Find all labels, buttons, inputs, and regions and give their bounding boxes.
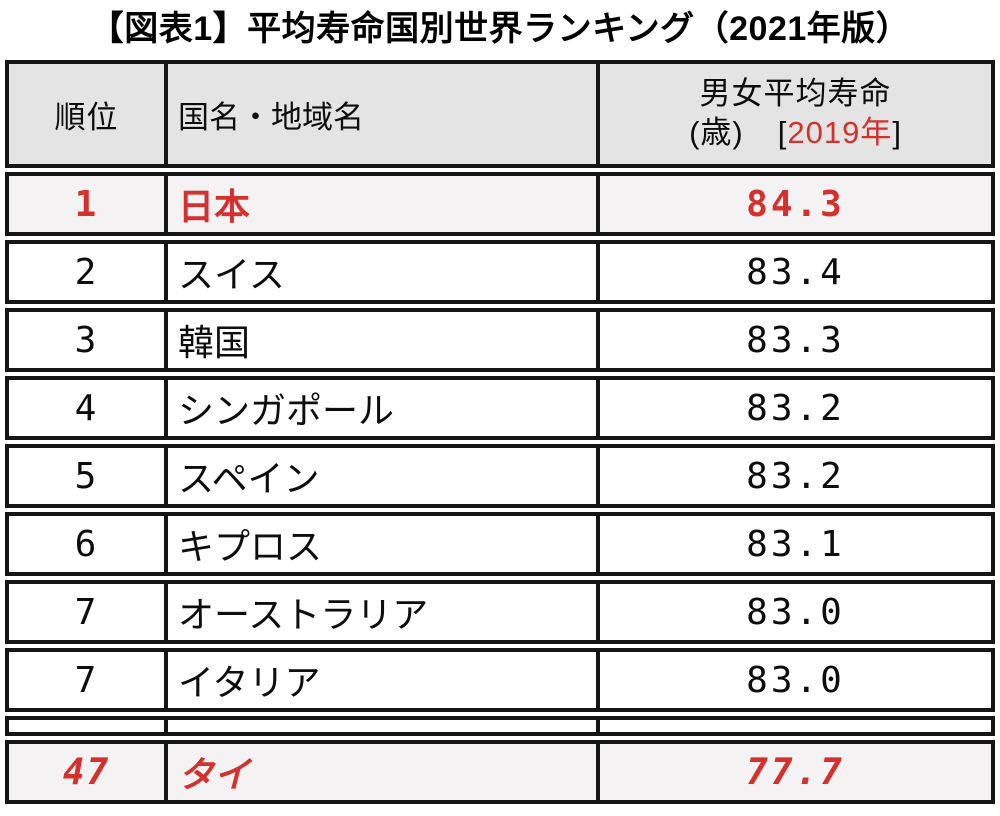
- header-bracket-open: [: [777, 115, 788, 150]
- value-cell: 83.3: [746, 319, 845, 361]
- country-cell: タイ: [164, 744, 600, 800]
- rank-cell: 4: [74, 387, 99, 429]
- rank-cell: 6: [74, 523, 99, 565]
- header-rank-cell: 順位: [54, 99, 119, 135]
- table-row: 7 オーストラリア 83.0: [5, 580, 995, 644]
- country-cell: スイス: [164, 244, 600, 300]
- header-bracket-close: ]: [892, 115, 902, 150]
- table-row: 7 イタリア 83.0: [5, 648, 995, 712]
- country-cell: オーストラリア: [164, 584, 600, 640]
- table-row-thailand: 47 タイ 77.7: [5, 740, 995, 804]
- country-cell: 日本: [164, 176, 600, 232]
- country-cell: 韓国: [164, 312, 600, 368]
- country-cell: キプロス: [164, 516, 600, 572]
- rank-cell: 7: [74, 591, 99, 633]
- value-cell: 83.1: [746, 523, 845, 565]
- value-cell: 83.2: [746, 387, 845, 429]
- rank-cell: 1: [74, 183, 99, 225]
- value-cell: 84.3: [746, 183, 845, 225]
- rank-cell: 5: [74, 455, 99, 497]
- table-row: 2 スイス 83.4: [5, 240, 995, 304]
- table-row: 3 韓国 83.3: [5, 308, 995, 372]
- value-cell: 83.4: [746, 251, 845, 293]
- table-row-japan: 1 日本 84.3: [5, 172, 995, 236]
- value-cell: [600, 720, 991, 732]
- value-cell: 83.2: [746, 455, 845, 497]
- rank-cell: [9, 720, 164, 732]
- header-country-cell: 国名・地域名: [164, 64, 600, 164]
- table-header-row: 順位 国名・地域名 男女平均寿命 (歳) [ 2019年 ]: [5, 60, 995, 168]
- rank-cell: 7: [74, 659, 99, 701]
- value-cell: 77.7: [746, 751, 845, 793]
- value-cell: 83.0: [746, 659, 845, 701]
- country-cell: スペイン: [164, 448, 600, 504]
- value-cell: 83.0: [746, 591, 845, 633]
- table-row: 6 キプロス 83.1: [5, 512, 995, 576]
- country-cell: [164, 720, 600, 732]
- header-lifespan-line2: (歳) [ 2019年 ]: [689, 114, 902, 153]
- rank-cell: 2: [74, 251, 99, 293]
- table-row-spacer: [5, 716, 995, 736]
- header-lifespan-unit: (歳): [689, 115, 744, 150]
- ranking-table: 順位 国名・地域名 男女平均寿命 (歳) [ 2019年 ] 1 日本 84.3…: [5, 60, 995, 804]
- country-cell: シンガポール: [164, 380, 600, 436]
- figure-title: 【図表1】平均寿命国別世界ランキング（2021年版）: [89, 10, 911, 48]
- country-cell: イタリア: [164, 652, 600, 708]
- table-row: 4 シンガポール 83.2: [5, 376, 995, 440]
- header-lifespan-line1: 男女平均寿命: [699, 76, 892, 112]
- header-lifespan-cell: 男女平均寿命 (歳) [ 2019年 ]: [600, 64, 991, 164]
- table-row: 5 スペイン 83.2: [5, 444, 995, 508]
- rank-cell: 47: [62, 751, 111, 793]
- header-year: 2019年: [787, 115, 893, 150]
- rank-cell: 3: [74, 319, 99, 361]
